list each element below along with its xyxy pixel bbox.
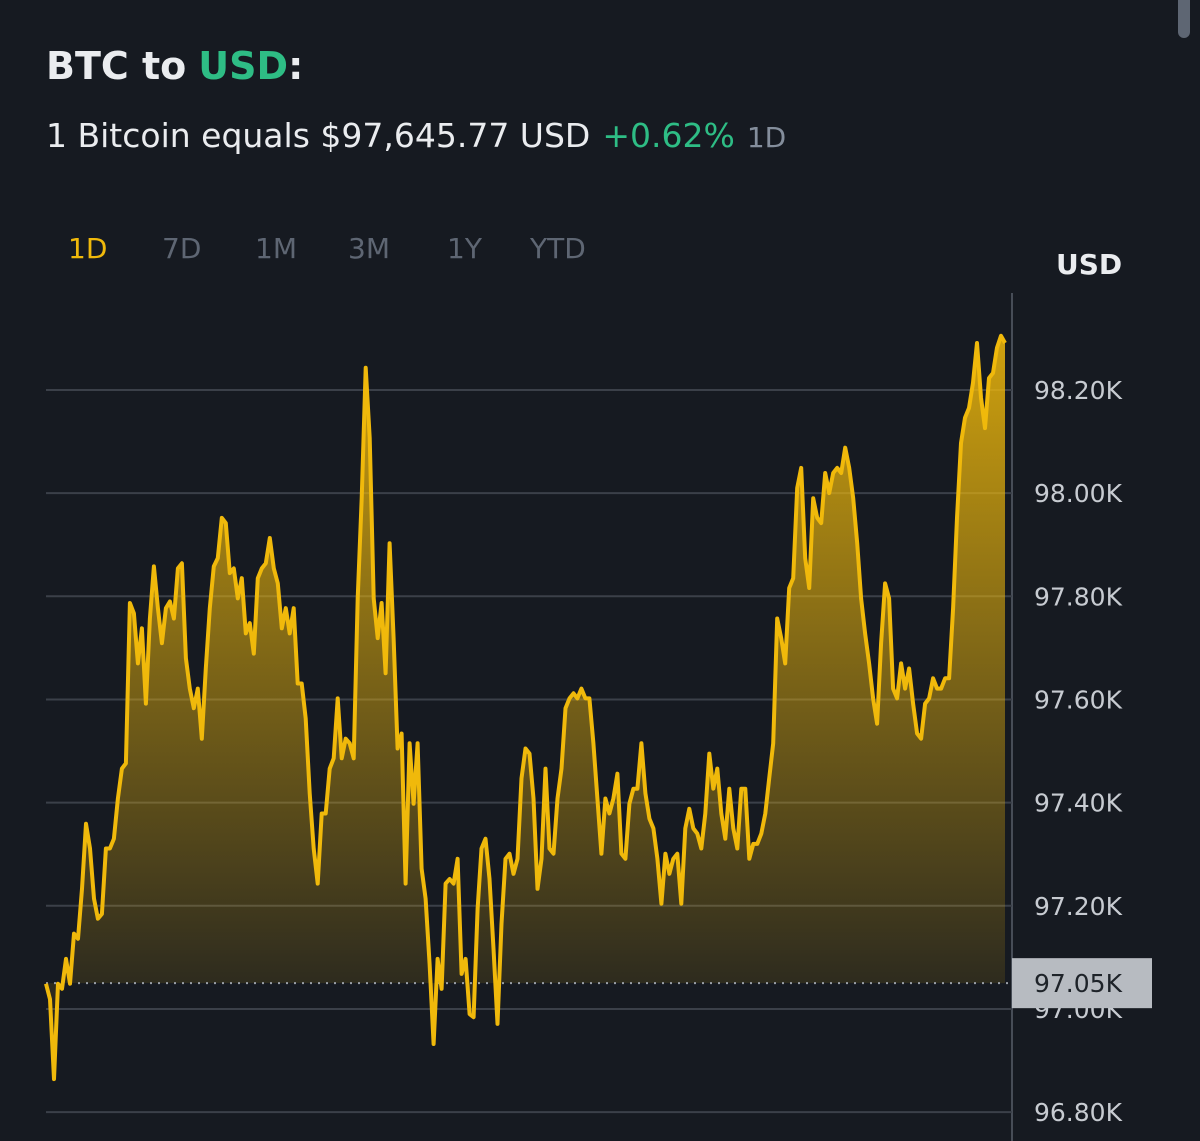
price-text: 1 Bitcoin equals $97,645.77 USD <box>46 116 591 155</box>
range-tab[interactable]: 1D <box>68 232 108 265</box>
range-tab[interactable]: 1M <box>255 232 297 265</box>
price-change: +0.62% <box>602 116 735 155</box>
axis-unit: USD <box>1056 248 1123 281</box>
y-tick-label: 98.00K <box>1034 479 1123 508</box>
title-suffix: : <box>288 44 304 88</box>
title-currency: USD <box>198 44 289 88</box>
y-tick-label: 98.20K <box>1034 376 1123 405</box>
range-tab[interactable]: 3M <box>348 232 390 265</box>
range-tab[interactable]: 7D <box>162 232 202 265</box>
title-base: BTC to <box>46 44 187 88</box>
change-period: 1D <box>746 121 787 154</box>
reference-box <box>1012 958 1152 1009</box>
y-tick-label: 97.80K <box>1034 582 1123 611</box>
title: BTC to USD: <box>46 44 303 88</box>
y-tick-label: 97.20K <box>1034 892 1123 921</box>
scrollbar <box>1178 0 1190 38</box>
y-tick-label: 97.40K <box>1034 789 1123 818</box>
y-tick-label: 97.60K <box>1034 685 1123 714</box>
y-tick-label: 96.80K <box>1034 1098 1123 1127</box>
price-area <box>46 335 1005 1080</box>
range-tab[interactable]: YTD <box>530 232 586 265</box>
reference-label: 97.05K <box>1034 969 1123 998</box>
price-line <box>44 333 1007 1082</box>
subtitle: 1 Bitcoin equals $97,645.77 USD +0.62% 1D <box>46 116 786 155</box>
range-tab[interactable]: 1Y <box>447 232 482 265</box>
